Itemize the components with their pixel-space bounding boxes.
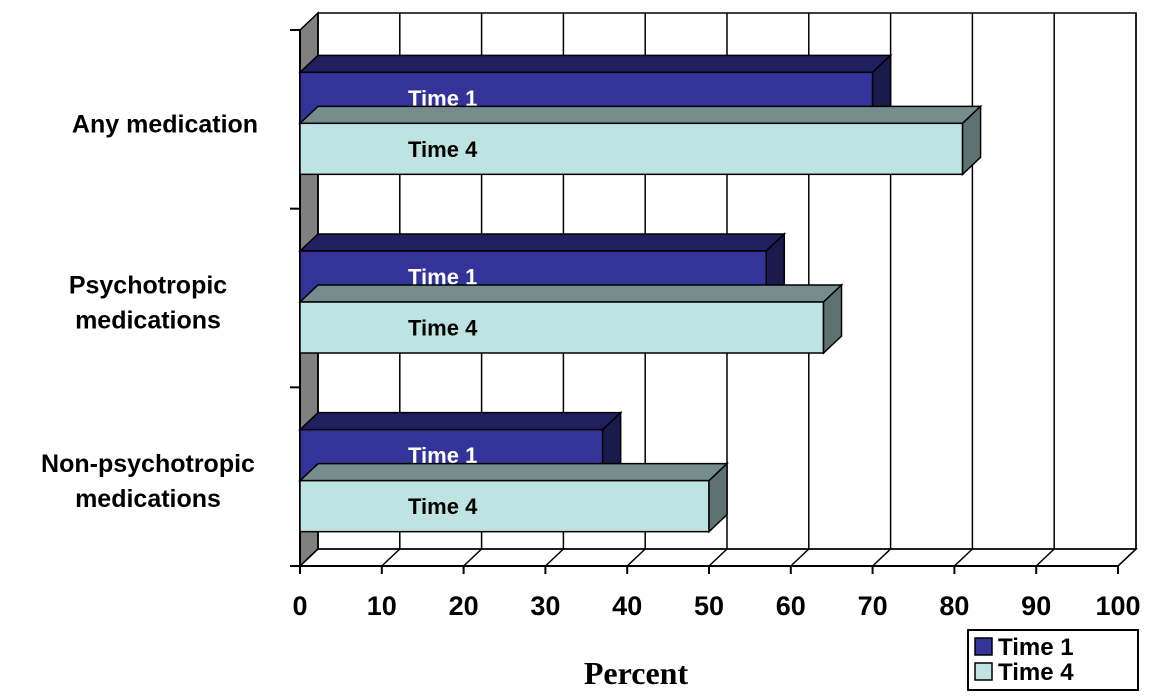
x-tick-label: 0 — [292, 591, 307, 621]
floor-gridline — [790, 548, 810, 567]
category-label-line: medications — [75, 307, 221, 335]
bar-label: Time 4 — [408, 137, 478, 162]
x-tick-label: 30 — [530, 591, 560, 621]
x-tick-label: 40 — [612, 591, 642, 621]
category-label-line: medications — [75, 485, 221, 513]
bar-label: Time 4 — [408, 316, 478, 341]
bar-side-face — [822, 283, 843, 355]
floor-gridline — [626, 548, 646, 567]
category-label: Psychotropic medications — [69, 272, 227, 335]
x-tick-label: 10 — [367, 591, 397, 621]
floor-gridline — [1117, 548, 1137, 567]
bar-front-face — [299, 479, 710, 533]
legend-swatch — [974, 637, 993, 656]
floor-gridline — [381, 548, 401, 567]
bar-time-4: Time 4 — [298, 461, 729, 534]
floor-gridline — [299, 548, 319, 567]
bar-top-face — [298, 233, 787, 252]
floor-gridline — [463, 548, 483, 567]
category-label: Any medication — [72, 110, 258, 138]
category-label: Non-psychotropic medications — [41, 450, 255, 513]
floor-gridline — [544, 548, 564, 567]
legend-label: Time 4 — [998, 659, 1074, 686]
bar-front-face — [299, 122, 964, 176]
x-tick-label: 90 — [1021, 591, 1051, 621]
legend-label: Time 1 — [998, 634, 1074, 661]
legend-swatch — [974, 662, 993, 681]
floor-gridline — [953, 548, 973, 567]
floor-gridline — [708, 548, 728, 567]
floor-gridline — [872, 548, 892, 567]
bar-time-4: Time 4 — [298, 283, 844, 355]
category-label-line: Non-psychotropic — [41, 450, 255, 478]
x-tick-label: 70 — [858, 591, 888, 621]
x-axis-title: Percent — [584, 655, 689, 691]
floor-gridline — [1035, 548, 1055, 567]
bar-side-face — [708, 461, 728, 534]
category-label-line: Psychotropic — [69, 272, 227, 300]
x-tick-label: 20 — [449, 591, 479, 621]
bar-label: Time 4 — [408, 494, 478, 519]
bar-top-face — [298, 54, 893, 74]
x-tick-label: 100 — [1095, 591, 1140, 621]
bar-side-face — [961, 104, 982, 177]
x-tick-label: 50 — [694, 591, 724, 621]
bar-top-face — [298, 462, 729, 482]
bar-top-face — [298, 411, 623, 431]
bar-time-4: Time 4 — [298, 104, 983, 177]
legend-box — [967, 629, 1139, 691]
bar-top-face — [298, 284, 844, 303]
bar-top-face — [298, 105, 983, 125]
bar-front-face — [299, 301, 825, 354]
x-tick-label: 80 — [939, 591, 969, 621]
x-tick-label: 60 — [776, 591, 806, 621]
